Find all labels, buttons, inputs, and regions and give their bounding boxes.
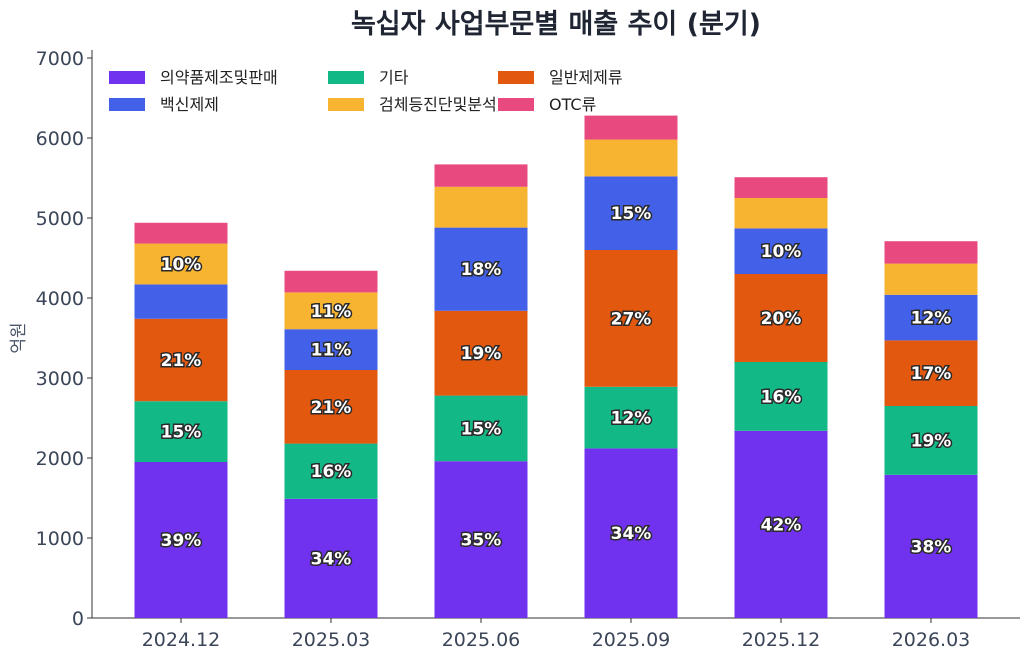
bar-segment	[284, 292, 378, 330]
bar-segment	[134, 243, 228, 285]
x-tick-label: 2025.09	[592, 629, 671, 651]
data-label: 10%	[761, 242, 802, 262]
x-tick-label: 2025.12	[742, 629, 821, 651]
bar-segment	[884, 340, 978, 406]
data-label: 12%	[611, 409, 652, 429]
data-label: 15%	[611, 204, 652, 224]
data-label: 10%	[161, 255, 202, 275]
legend-label: 의약품제조및판매	[160, 68, 278, 87]
legend-swatch	[498, 98, 534, 111]
data-label: 34%	[611, 524, 652, 544]
x-tick-label: 2025.06	[442, 629, 521, 651]
x-tick-label: 2026.03	[892, 629, 971, 651]
data-label: 21%	[161, 351, 202, 371]
bar-segment	[884, 474, 978, 618]
bar-segment	[584, 448, 678, 618]
bar-segment	[134, 318, 228, 402]
data-label: 18%	[461, 260, 502, 280]
legend-label: 검체등진단및분석	[379, 95, 497, 114]
data-label: 16%	[761, 387, 802, 407]
bar-segment	[434, 186, 528, 228]
bar-segment	[284, 329, 378, 370]
bar-segment	[584, 386, 678, 449]
data-label: 19%	[461, 344, 502, 364]
legend-swatch	[328, 98, 364, 111]
bar-segment	[434, 461, 528, 618]
bar-segment	[134, 401, 228, 462]
y-tick-label: 7000	[36, 48, 84, 70]
y-tick-label: 5000	[36, 208, 84, 230]
legend-swatch	[109, 98, 145, 111]
y-tick-label: 4000	[36, 288, 84, 310]
bar-segment	[734, 362, 828, 431]
legend-label: 백신제제	[160, 95, 219, 114]
bar-segment	[734, 274, 828, 362]
bar-segment	[734, 430, 828, 618]
bar-segment	[884, 263, 978, 295]
bar-segment	[584, 139, 678, 177]
bar-segment	[284, 370, 378, 444]
bar-segment	[284, 498, 378, 618]
bar-segment	[884, 294, 978, 341]
data-label: 21%	[311, 398, 352, 418]
bar-segment	[434, 310, 528, 396]
bar-segment	[734, 177, 828, 198]
y-tick-label: 3000	[36, 368, 84, 390]
data-label: 19%	[911, 431, 952, 451]
bar-segment	[734, 228, 828, 274]
chart-title: 녹십자 사업부문별 매출 추이 (분기)	[351, 9, 761, 40]
y-tick-label: 0	[72, 608, 84, 630]
data-label: 38%	[911, 537, 952, 557]
data-label: 27%	[611, 309, 652, 329]
bar-segment	[884, 406, 978, 475]
data-label: 11%	[311, 302, 352, 322]
bar-segment	[284, 270, 378, 293]
bar-segment	[434, 164, 528, 187]
data-label: 39%	[161, 531, 202, 551]
data-label: 12%	[911, 309, 952, 329]
data-label: 42%	[761, 515, 802, 535]
bars-group	[134, 115, 978, 618]
bar-segment	[284, 443, 378, 499]
data-labels-group: 39% 15% 21% 10% 34% 16% 21% 11% 11% 35% 15% 19% 18% 3…	[159, 203, 953, 571]
bar-segment	[134, 462, 228, 618]
y-tick-label: 6000	[36, 128, 84, 150]
bar-segment	[584, 250, 678, 387]
legend-swatch	[328, 71, 364, 84]
data-label: 35%	[461, 531, 502, 551]
bar-segment	[434, 227, 528, 311]
y-tick-label: 2000	[36, 448, 84, 470]
data-label: 15%	[161, 423, 202, 443]
legend-label: OTC류	[549, 95, 596, 114]
data-label: 17%	[911, 364, 952, 384]
bar-segment	[884, 241, 978, 264]
y-tick-label: 1000	[36, 528, 84, 550]
x-tick-label: 2025.03	[292, 629, 371, 651]
data-label: 20%	[761, 309, 802, 329]
data-label: 16%	[311, 462, 352, 482]
legend-label: 기타	[379, 68, 409, 87]
legend-label: 일반제제류	[549, 68, 623, 87]
x-tick-label: 2024.12	[142, 629, 221, 651]
data-label: 15%	[461, 419, 502, 439]
bar-segment	[134, 284, 228, 319]
data-label: 11%	[311, 341, 352, 361]
data-label: 34%	[311, 549, 352, 569]
legend-swatch	[498, 71, 534, 84]
legend-swatch	[109, 71, 145, 84]
bar-segment	[734, 198, 828, 229]
bar-segment	[134, 222, 228, 244]
bar-segment	[584, 176, 678, 250]
axes: 0 1000 2000 3000 4000 5000 6000 7000 2024.12 2025…	[36, 48, 1020, 651]
bar-segment	[434, 395, 528, 462]
bar-segment	[584, 115, 678, 140]
y-axis-label: 억원	[9, 322, 29, 353]
